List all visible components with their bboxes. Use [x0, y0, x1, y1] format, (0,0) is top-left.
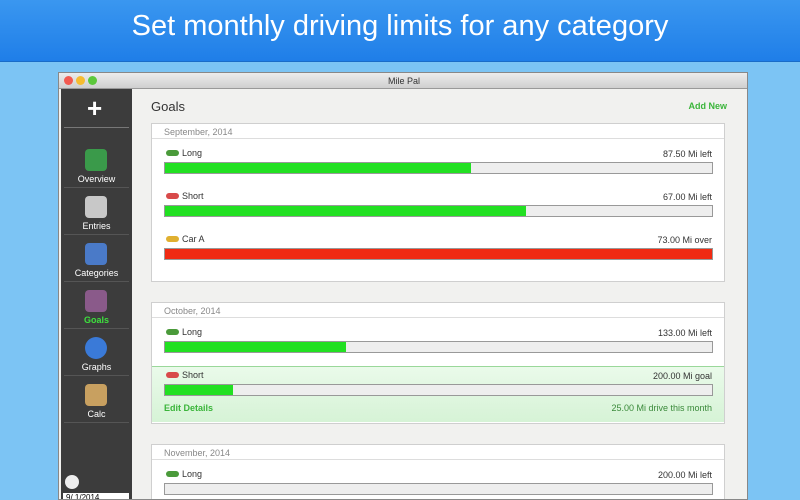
goal-name: Car A — [182, 234, 205, 244]
nav-icon[interactable] — [85, 196, 107, 218]
title-bar: Mile Pal — [59, 73, 747, 89]
car-icon — [166, 193, 179, 199]
goal-status: 73.00 Mi over — [657, 235, 712, 245]
nav-label[interactable]: Categories — [74, 268, 119, 278]
goal-section: October, 2014 Long 133.00 Mi left Short 200.… — [151, 302, 725, 424]
goal-status: 87.50 Mi left — [662, 149, 712, 159]
goal-name: Long — [182, 469, 203, 479]
divider — [152, 459, 724, 460]
edit-details[interactable]: Edit Details — [164, 403, 214, 413]
nav-label[interactable]: Overview — [77, 174, 116, 184]
page-title: Goals — [151, 99, 185, 114]
progress-fill — [165, 206, 527, 216]
goal-detail: 25.00 Mi drive this month — [611, 403, 712, 413]
divider — [64, 375, 129, 376]
progress-track — [164, 384, 713, 396]
progress-track — [164, 205, 713, 217]
progress-track — [164, 341, 713, 353]
section-header: October, 2014 — [164, 306, 221, 316]
progress-fill — [165, 163, 472, 173]
car-icon — [166, 329, 179, 335]
progress-track — [164, 248, 713, 260]
progress-fill — [165, 249, 712, 259]
goal-name: Short — [182, 370, 204, 380]
close-button[interactable] — [64, 76, 73, 85]
goal-section: September, 2014 Long 87.50 Mi left Short 67.… — [151, 123, 725, 282]
add-new[interactable]: Add New — [688, 101, 727, 111]
add-button[interactable]: + — [87, 93, 103, 123]
window: Mile Pal + Overview Entries Categories Goal… — [58, 72, 748, 500]
section-header: November, 2014 — [164, 448, 231, 458]
banner-title: Set monthly driving limits for any categ… — [131, 10, 669, 42]
car-icon — [166, 236, 179, 242]
progress-track — [164, 162, 713, 174]
divider — [64, 281, 129, 282]
minimize-button[interactable] — [76, 76, 85, 85]
divider — [152, 317, 724, 318]
goal-status: 133.00 Mi left — [657, 328, 712, 338]
date-field[interactable]: 9/ 1/2014 — [63, 493, 129, 499]
zoom-button[interactable] — [88, 76, 97, 85]
nav-icon[interactable] — [85, 337, 107, 359]
goal-section: November, 2014 Long 200.00 Mi left — [151, 444, 725, 499]
banner — [0, 0, 800, 62]
section-header: September, 2014 — [164, 127, 233, 137]
nav-icon[interactable] — [85, 243, 107, 265]
nav-icon[interactable] — [85, 149, 107, 171]
nav-icon[interactable] — [85, 384, 107, 406]
nav-label[interactable]: Graphs — [81, 362, 112, 372]
progress-fill — [165, 385, 234, 395]
progress-fill — [165, 342, 346, 352]
nav-icon[interactable] — [85, 290, 107, 312]
car-icon — [166, 372, 179, 378]
car-icon — [166, 150, 179, 156]
divider — [64, 234, 129, 235]
goal-name: Long — [182, 327, 203, 337]
nav-label[interactable]: Calc — [87, 409, 106, 419]
nav-label[interactable]: Goals — [83, 315, 109, 325]
divider — [64, 127, 129, 128]
nav-label[interactable]: Entries — [82, 221, 111, 231]
sidebar: + Overview Entries Categories Goals Graphs Ca… — [61, 89, 132, 499]
date-knob — [65, 475, 79, 489]
divider — [152, 138, 724, 139]
divider — [64, 187, 129, 188]
goal-name: Short — [182, 191, 204, 201]
progress-track — [164, 483, 713, 495]
divider — [64, 328, 129, 329]
goal-status: 200.00 Mi goal — [652, 371, 712, 381]
goal-status: 200.00 Mi left — [657, 470, 712, 480]
goal-name: Long — [182, 148, 203, 158]
goal-status: 67.00 Mi left — [662, 192, 712, 202]
content: Goals Add New September, 2014 Long 87.50 M… — [132, 89, 747, 499]
car-icon — [166, 471, 179, 477]
divider — [64, 422, 129, 423]
